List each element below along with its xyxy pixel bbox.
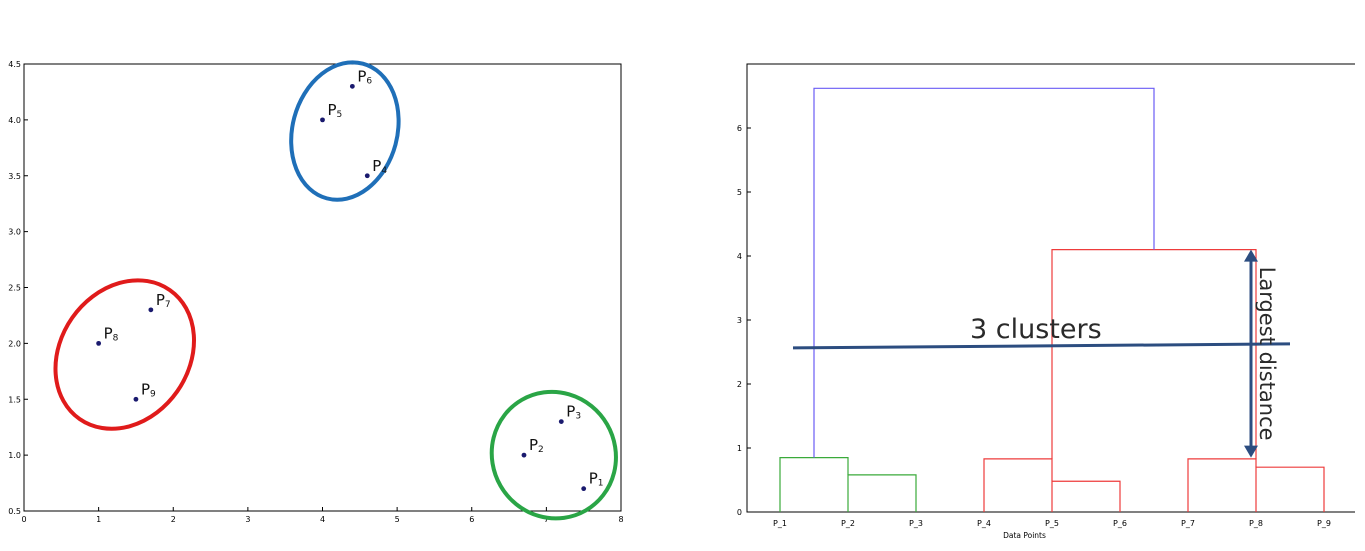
dendrogram-link <box>847 474 917 512</box>
data-point <box>133 396 139 402</box>
dendrogram-plot-frame <box>746 63 1355 513</box>
y-tick-label: 4.5 <box>8 60 21 69</box>
x-tick-label: 6 <box>469 515 474 524</box>
x-tick-label: 1 <box>96 515 101 524</box>
y-tick-label: 1.5 <box>8 395 21 404</box>
distance-arrow-head-top <box>1244 249 1258 262</box>
distance-arrow-head-bottom <box>1244 445 1258 458</box>
x-tick-label: 2 <box>171 515 176 524</box>
y-tick-label: 6 <box>737 124 742 133</box>
point-label: P8 <box>104 324 119 343</box>
point-label-sub: 1 <box>598 479 604 489</box>
point-label-sub: 3 <box>575 412 581 422</box>
data-point <box>96 340 102 346</box>
point-label: P9 <box>141 380 156 399</box>
point-label: P5 <box>328 101 343 120</box>
scatter-chart: 0 1 2 3 4 5 6 7 80.51.01.52.02.53.03.54.04.5 P1P… <box>8 60 623 524</box>
point-label-name: P <box>357 67 366 85</box>
point-label-name: P <box>328 101 337 119</box>
leaf-label: P_4 <box>977 519 991 528</box>
scatter-plot-frame <box>23 63 622 512</box>
cluster-ring <box>489 389 618 521</box>
y-tick-label: 0.5 <box>8 507 21 516</box>
x-tick-label: 4 <box>320 515 325 524</box>
distance-label: Largest distance <box>1255 267 1279 441</box>
y-tick-label: 1.0 <box>8 451 21 460</box>
data-point <box>320 117 325 123</box>
y-tick-label: 3 <box>737 316 742 325</box>
y-tick-label: 2.0 <box>8 339 21 348</box>
y-tick-label: 2.5 <box>8 284 21 293</box>
point-label-name: P <box>372 157 381 175</box>
x-tick-label: 0 <box>21 515 26 524</box>
point-label: P7 <box>156 291 171 310</box>
point-label-name: P <box>156 291 165 309</box>
cut-label: 3 clusters <box>970 314 1102 345</box>
y-tick-label: 3.0 <box>8 228 21 237</box>
cut-line <box>792 342 1291 350</box>
point-label-name: P <box>589 470 598 488</box>
data-point <box>349 83 355 89</box>
cluster-ring <box>53 278 196 431</box>
point-label: P6 <box>357 67 372 86</box>
point-label: P1 <box>589 470 604 489</box>
point-label-sub: 5 <box>337 110 343 120</box>
point-label-name: P <box>529 436 538 454</box>
leaf-label: P_7 <box>1181 519 1195 528</box>
point-label-sub: 8 <box>113 333 119 343</box>
point-label-sub: 9 <box>150 389 156 399</box>
dendrogram-chart: 0 1 2 3 4 5 6 P_1 P_2 P_3 P_4 P_5 P_6 P_7 P_8 P_9 Data P… <box>737 63 1355 540</box>
cluster-ring <box>289 60 401 202</box>
leaf-label: P_9 <box>1317 519 1331 528</box>
x-axis-label: Data Points <box>1003 531 1046 540</box>
leaf-label: P_3 <box>909 519 923 528</box>
y-tick-label: 4 <box>737 252 742 261</box>
y-tick-label: 1 <box>737 444 742 453</box>
data-point <box>148 307 154 313</box>
dendrogram-link <box>813 87 1155 458</box>
y-tick-label: 2 <box>737 380 742 389</box>
dendrogram-link <box>983 458 1053 512</box>
dendrogram-link <box>1051 480 1121 512</box>
data-point <box>558 419 564 424</box>
leaf-label: P_5 <box>1045 519 1059 528</box>
point-label: P2 <box>529 436 544 455</box>
leaf-label: P_2 <box>841 519 855 528</box>
dendrogram-link <box>1187 458 1257 512</box>
leaf-label: P_8 <box>1249 519 1263 528</box>
point-label-name: P <box>566 403 575 421</box>
y-tick-label: 0 <box>737 508 742 517</box>
data-point <box>581 486 587 492</box>
point-label: P3 <box>566 403 581 422</box>
point-label: P4 <box>372 157 387 176</box>
y-tick-label: 4.0 <box>8 116 21 125</box>
y-tick-label: 5 <box>737 188 742 197</box>
data-point <box>521 452 527 458</box>
point-label-sub: 4 <box>381 166 387 176</box>
point-label-sub: 7 <box>165 300 171 310</box>
point-label-sub: 6 <box>366 76 372 86</box>
x-tick-label: 3 <box>245 515 250 524</box>
leaf-label: P_6 <box>1113 519 1127 528</box>
x-tick-label: 8 <box>618 515 623 524</box>
point-label-sub: 2 <box>538 445 544 455</box>
y-tick-label: 3.5 <box>8 172 21 181</box>
x-tick-label: 5 <box>395 515 400 524</box>
point-label-name: P <box>141 380 150 398</box>
point-label-name: P <box>104 324 113 342</box>
dendrogram-link <box>1255 466 1325 512</box>
data-point <box>364 173 370 179</box>
leaf-label: P_1 <box>773 519 787 528</box>
